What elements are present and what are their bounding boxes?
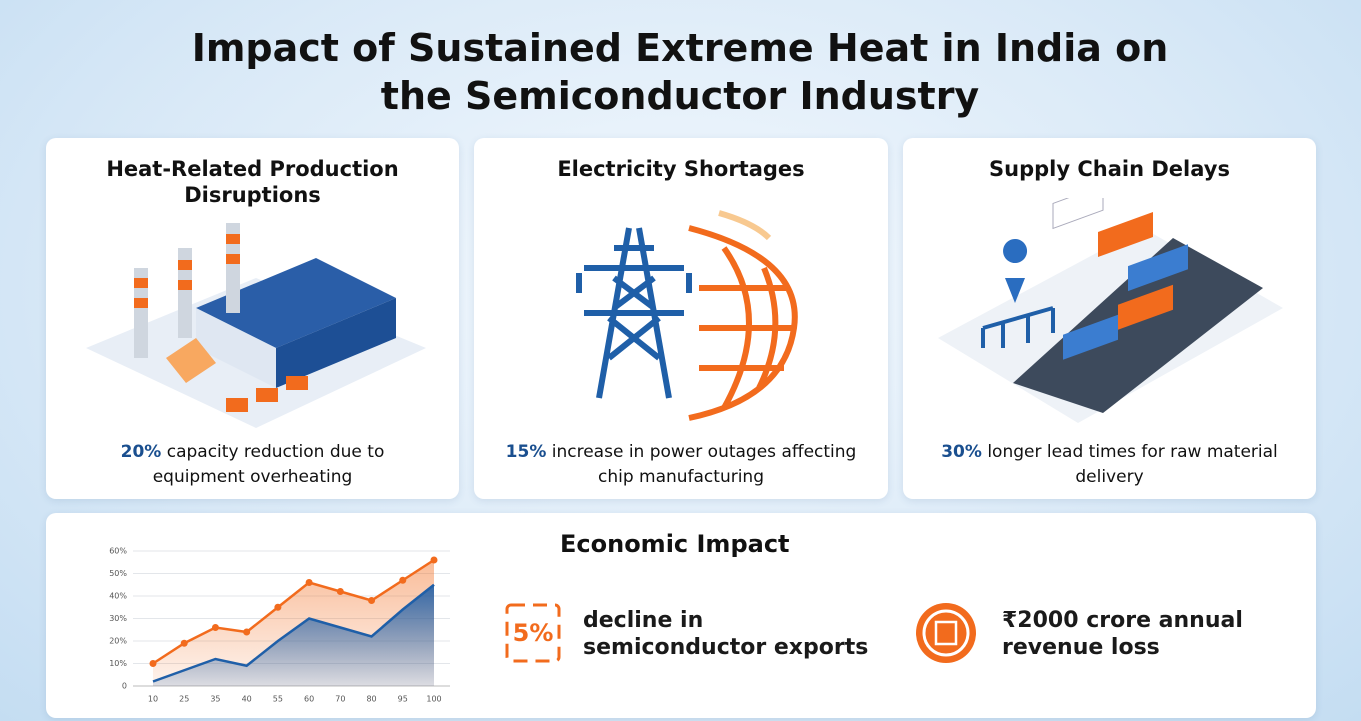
logistics-illustration: [938, 198, 1283, 423]
x-tick-label: 60: [304, 695, 314, 704]
card-description: increase in power outages affecting chip…: [551, 442, 857, 487]
x-tick-label: 10: [148, 695, 158, 704]
y-tick-label: 40%: [109, 592, 127, 601]
point: [305, 579, 313, 586]
economic-item: ₹2000 crore annual revenue loss: [1002, 607, 1292, 661]
y-tick-label: 20%: [109, 637, 127, 646]
y-tick-label: 10%: [109, 659, 127, 668]
x-tick-label: 100: [426, 695, 441, 704]
card: Electricity Shortages 15% increase in po…: [474, 138, 888, 499]
point: [274, 603, 282, 611]
point: [211, 624, 219, 631]
point: [368, 597, 376, 604]
y-tick-label: 50%: [109, 569, 127, 578]
y-tick-label: 0: [122, 682, 127, 691]
x-tick-label: 80: [366, 695, 376, 704]
card-description: longer lead times for raw material deliv…: [987, 442, 1278, 487]
card-highlight: 20%: [120, 442, 162, 462]
card-highlight: 30%: [941, 442, 982, 462]
point: [180, 639, 188, 647]
x-tick-label: 95: [398, 695, 408, 704]
item-highlight: ₹2000: [1002, 608, 1079, 633]
point: [243, 628, 251, 636]
card-title: Supply Chain Delays: [989, 157, 1230, 181]
point: [430, 556, 438, 564]
item-text: crore annual revenue loss: [1002, 608, 1243, 660]
card-text: 30% longer lead times for raw material d…: [933, 440, 1286, 490]
section-title: Economic Impact: [560, 530, 790, 558]
factory-illustration: [86, 223, 426, 428]
series-line: [152, 558, 435, 665]
card-highlight: 15%: [505, 442, 547, 462]
x-tick-label: 25: [179, 695, 189, 704]
x-tick-label: 40: [242, 695, 252, 704]
card-text: 20% capacity reduction due to equipment …: [76, 440, 429, 490]
card: Heat-Related Production Disruptions 20% …: [46, 138, 459, 499]
percent-icon: 5%: [505, 603, 561, 663]
card-text: 15% increase in power outages affecting …: [504, 440, 858, 490]
point: [149, 660, 157, 667]
y-tick-label: 30%: [109, 614, 127, 623]
x-tick-label: 70: [335, 695, 345, 704]
y-tick-label: 60%: [109, 547, 127, 556]
coin-icon: [916, 603, 976, 663]
point: [399, 576, 407, 584]
card: Supply Chain Delays 30% longer lead time…: [903, 138, 1316, 499]
card-description: capacity reduction due to equipment over…: [152, 442, 385, 487]
item-highlight: 5%: [513, 619, 554, 647]
card-title: Heat-Related Production Disruptions: [106, 157, 399, 207]
x-tick-label: 35: [210, 695, 220, 704]
economic-item: decline in semiconductor exports: [583, 608, 869, 660]
chart: 0 10% 20% 30% 40% 50% 60% 10 25 35 40 55 60 70 80 95 100: [109, 547, 450, 704]
series-line: [152, 583, 435, 683]
x-tick-label: 55: [273, 695, 283, 704]
card-title: Electricity Shortages: [557, 157, 805, 181]
power-illustration: [576, 210, 798, 421]
page-title: Impact of Sustained Extreme Heat in Indi…: [191, 26, 1169, 118]
point: [336, 588, 344, 595]
